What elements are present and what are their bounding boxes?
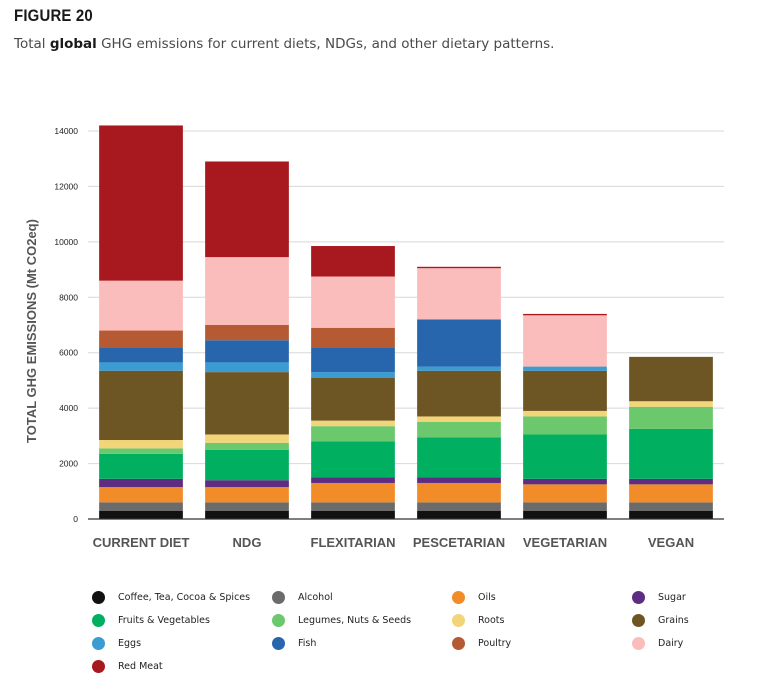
bar-segment — [311, 426, 395, 442]
bar-segment — [417, 482, 501, 503]
title-bold-word: global — [49, 36, 97, 52]
bar-segment — [99, 330, 183, 348]
bar-segment — [417, 477, 501, 483]
bar-segment — [417, 268, 501, 320]
bar-segment — [99, 502, 183, 511]
bar-segment — [629, 356, 713, 402]
bar-segment — [205, 372, 289, 435]
bar-segment — [311, 327, 395, 348]
bar-segment — [311, 477, 395, 483]
bar-segment — [99, 487, 183, 503]
bar-segment — [99, 370, 183, 441]
x-tick-label: NDG — [233, 535, 262, 550]
bar-segment — [99, 347, 183, 363]
bar-segment — [523, 370, 607, 411]
x-tick-label: CURRENT DIET — [93, 535, 190, 550]
bar-segment — [523, 315, 607, 367]
bar-segment — [417, 416, 501, 422]
bar-segment — [629, 478, 713, 485]
figure-label: FIGURE 20 — [14, 6, 93, 25]
bar-segment — [311, 502, 395, 511]
bar-segment — [629, 484, 713, 503]
bar-segment — [523, 416, 607, 435]
bar-segment — [311, 246, 395, 277]
bar-segment — [417, 422, 501, 438]
bar-segment — [417, 319, 501, 367]
bar-segment — [205, 325, 289, 341]
bar-segment — [523, 313, 607, 316]
bar-segment — [311, 347, 395, 373]
bar-segment — [205, 502, 289, 511]
title-suffix: GHG emissions for current diets, NDGs, a… — [96, 36, 555, 52]
bar-segment — [311, 482, 395, 503]
bar-segment — [205, 510, 289, 519]
bar-segment — [523, 502, 607, 511]
bar-segment — [99, 362, 183, 371]
bar-segment — [417, 370, 501, 417]
y-tick-label: 8000 — [59, 292, 78, 302]
x-tick-label: FLEXITARIAN — [311, 535, 396, 550]
bar-segment — [99, 453, 183, 479]
y-tick-label: 6000 — [59, 348, 78, 358]
bar-segment — [629, 406, 713, 429]
bar-segment — [205, 487, 289, 503]
y-axis-label: TOTAL GHG EMISSIONS (Mt CO2eq) — [24, 219, 39, 443]
bar-segment — [523, 366, 607, 371]
bar-segment — [523, 478, 607, 485]
bar-segment — [205, 434, 289, 443]
bar-segment — [311, 420, 395, 427]
bar-segment — [205, 362, 289, 373]
bar-segment — [523, 484, 607, 503]
bar-segment — [99, 448, 183, 454]
y-tick-label: 4000 — [59, 403, 78, 413]
bar-segment — [417, 502, 501, 511]
bar-segment — [205, 161, 289, 258]
bar-segment — [205, 257, 289, 325]
bar-segment — [205, 449, 289, 481]
y-tick-label: 12000 — [54, 181, 78, 191]
bar-segment — [523, 410, 607, 417]
bar-segment — [311, 276, 395, 328]
bar-segment — [629, 502, 713, 511]
bar-segment — [311, 441, 395, 478]
y-tick-label: 10000 — [54, 237, 78, 247]
bar-segment — [311, 510, 395, 519]
bar-segment — [523, 510, 607, 519]
y-tick-label: 2000 — [59, 459, 78, 469]
bar-segment — [417, 510, 501, 519]
chart-title: Total global GHG emissions for current d… — [14, 36, 554, 52]
x-tick-label: VEGAN — [648, 535, 694, 550]
bar-segment — [629, 428, 713, 479]
bar-segment — [629, 510, 713, 519]
bar-segment — [417, 437, 501, 478]
y-tick-label: 0 — [73, 514, 78, 524]
bar-segment — [205, 340, 289, 363]
bar-segment — [99, 478, 183, 488]
bar-segment — [417, 266, 501, 269]
bar-segment — [99, 125, 183, 281]
bar-segment — [311, 372, 395, 378]
title-prefix: Total — [14, 36, 50, 52]
bar-segment — [311, 377, 395, 421]
y-tick-label: 14000 — [54, 126, 78, 136]
bar-segment — [99, 510, 183, 519]
x-tick-label: VEGETARIAN — [523, 535, 607, 550]
bar-segment — [417, 366, 501, 371]
bar-segment — [205, 442, 289, 450]
bar-segment — [523, 434, 607, 479]
bar-segment — [205, 480, 289, 488]
bar-segment — [99, 440, 183, 449]
bar-segment — [99, 280, 183, 331]
x-tick-label: PESCETARIAN — [413, 535, 505, 550]
bar-segment — [629, 401, 713, 407]
